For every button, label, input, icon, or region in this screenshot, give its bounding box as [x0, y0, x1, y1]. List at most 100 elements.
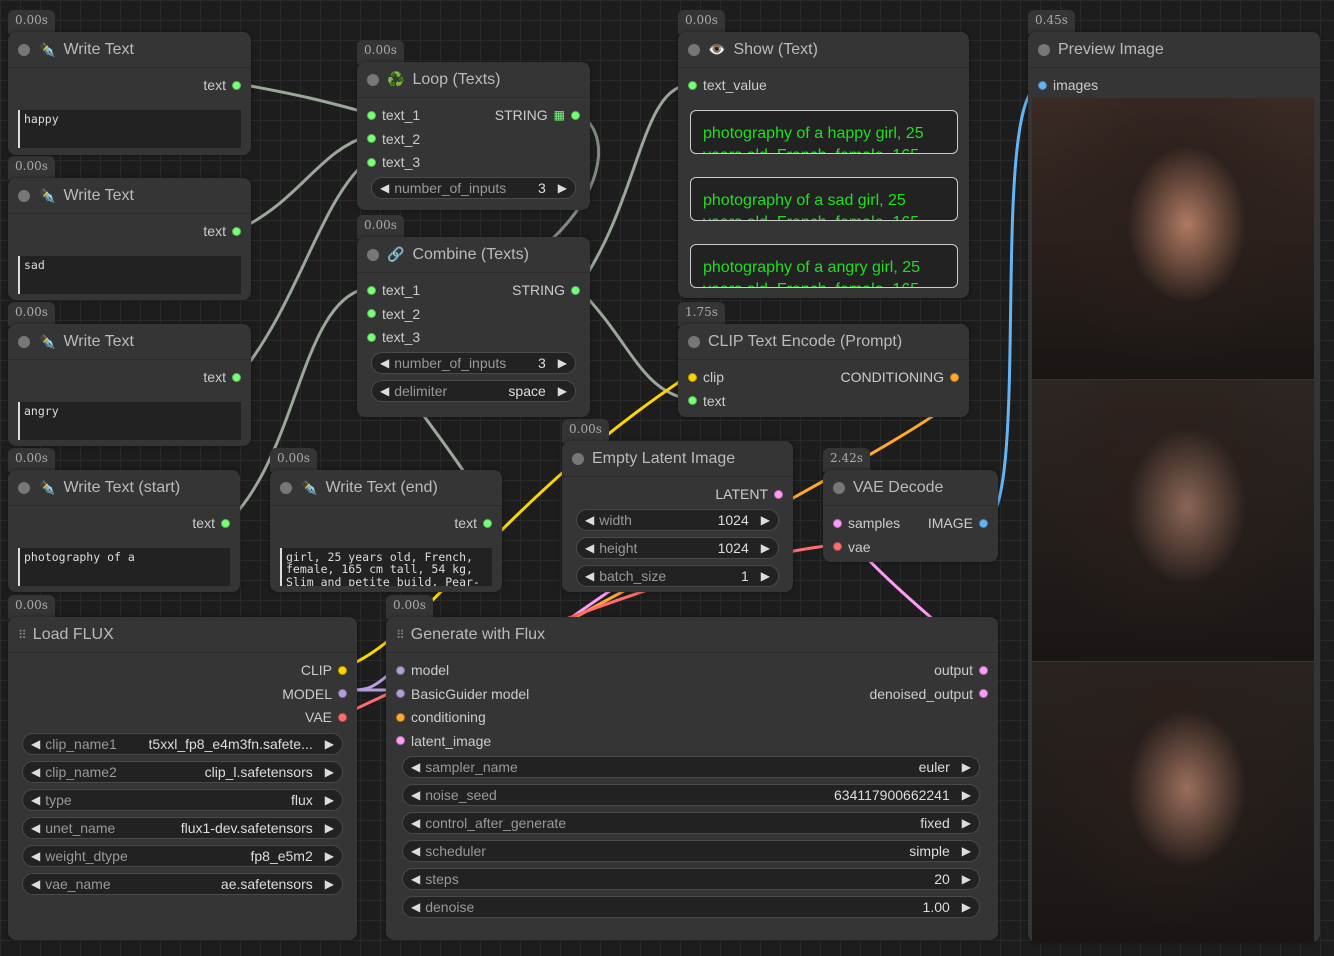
- output-dot[interactable]: [221, 518, 230, 528]
- generated-image[interactable]: [1032, 662, 1314, 943]
- decrement-arrow-icon[interactable]: ◀: [31, 736, 41, 751]
- output-slot-clip[interactable]: CLIP: [301, 662, 347, 678]
- collapse-toggle[interactable]: [18, 335, 30, 348]
- collapse-toggle[interactable]: [367, 248, 379, 261]
- output-text-box[interactable]: photography of a sad girl, 25 years old, …: [690, 176, 958, 221]
- decrement-arrow-icon[interactable]: ◀: [380, 180, 390, 195]
- node-title-bar[interactable]: ✒️ Write Text (start): [8, 470, 240, 506]
- increment-arrow-icon[interactable]: ▶: [324, 792, 334, 807]
- output-slot-text[interactable]: text: [203, 77, 241, 93]
- output-slot-conditioning[interactable]: CONDITIONING: [841, 369, 959, 385]
- node-title-bar[interactable]: VAE Decode: [823, 470, 998, 506]
- widget-sampler-name[interactable]: ◀ sampler_name euler ▶: [402, 756, 980, 778]
- collapse-toggle[interactable]: [367, 73, 379, 86]
- decrement-arrow-icon[interactable]: ◀: [380, 383, 390, 398]
- output-slot-text[interactable]: text: [192, 515, 230, 531]
- output-dot[interactable]: [774, 489, 783, 499]
- output-slot-string[interactable]: STRING ▦: [495, 107, 580, 123]
- node-title-bar[interactable]: ♻️ Loop (Texts): [357, 62, 590, 98]
- node-write-text-1[interactable]: ✒️ Write Text text happy: [8, 32, 251, 155]
- output-dot[interactable]: [338, 689, 347, 698]
- output-slot-vae[interactable]: VAE: [305, 709, 347, 725]
- node-title-bar[interactable]: 🔗 Combine (Texts): [357, 237, 590, 273]
- input-slot-samples[interactable]: samples: [833, 515, 900, 531]
- output-slot-text[interactable]: text: [454, 515, 492, 531]
- decrement-arrow-icon[interactable]: ◀: [380, 355, 390, 370]
- output-dot[interactable]: [338, 665, 347, 675]
- increment-arrow-icon[interactable]: ▶: [557, 355, 567, 370]
- node-generate-flux[interactable]: ⠿ Generate with Flux model output BasicGuide…: [386, 617, 998, 940]
- decrement-arrow-icon[interactable]: ◀: [411, 900, 421, 914]
- input-slot-basicguider-model[interactable]: BasicGuider model: [396, 686, 529, 702]
- input-slot-text_value[interactable]: text_value: [688, 77, 767, 93]
- input-slot-clip[interactable]: clip: [688, 369, 724, 385]
- text-input-area[interactable]: angry: [18, 401, 241, 440]
- generated-image[interactable]: [1032, 380, 1314, 661]
- widget-number-of-inputs[interactable]: ◀ number_of_inputs 3 ▶: [371, 176, 576, 199]
- input-dot[interactable]: [396, 736, 405, 745]
- node-title-bar[interactable]: ✒️ Write Text (end): [270, 470, 502, 506]
- increment-arrow-icon[interactable]: ▶: [557, 383, 567, 398]
- input-slot-text[interactable]: text: [688, 393, 726, 409]
- widget-clip-name1[interactable]: ◀ clip_name1 t5xxl_fp8_e4m3fn.safete... ▶: [22, 732, 343, 755]
- node-clip-text-encode[interactable]: CLIP Text Encode (Prompt) clip CONDITIONIN…: [678, 324, 969, 417]
- increment-arrow-icon[interactable]: ▶: [760, 568, 770, 583]
- input-slot-latent_image[interactable]: latent_image: [396, 733, 491, 749]
- text-input-area[interactable]: happy: [18, 109, 241, 148]
- widget-weight-dtype[interactable]: ◀ weight_dtype fp8_e5m2 ▶: [22, 844, 343, 867]
- decrement-arrow-icon[interactable]: ◀: [31, 764, 41, 779]
- text-input-area[interactable]: sad: [18, 255, 241, 294]
- input-dot[interactable]: [367, 110, 376, 120]
- decrement-arrow-icon[interactable]: ◀: [411, 816, 421, 830]
- collapse-toggle[interactable]: [280, 481, 292, 494]
- decrement-arrow-icon[interactable]: ◀: [31, 820, 41, 835]
- node-write-text-start[interactable]: ✒️ Write Text (start) text photography of a: [8, 470, 240, 592]
- output-slot-denoised_output[interactable]: denoised_output: [869, 686, 988, 702]
- widget-unet-name[interactable]: ◀ unet_name flux1-dev.safetensors ▶: [22, 816, 343, 839]
- node-title-bar[interactable]: ✒️ Write Text: [8, 324, 251, 360]
- decrement-arrow-icon[interactable]: ◀: [31, 792, 41, 807]
- node-empty-latent[interactable]: Empty Latent Image LATENT ◀ width 1024 ▶ ◀ heig…: [562, 441, 793, 592]
- widget-steps[interactable]: ◀ steps 20 ▶: [402, 868, 980, 890]
- output-dot[interactable]: [483, 518, 492, 528]
- node-title-bar[interactable]: ⠿ Load FLUX: [8, 617, 357, 653]
- widget-denoise[interactable]: ◀ denoise 1.00 ▶: [402, 896, 980, 918]
- node-title-bar[interactable]: Preview Image: [1028, 32, 1320, 68]
- node-combine-texts[interactable]: 🔗 Combine (Texts) text_1 STRING text_2 text_3…: [357, 237, 590, 417]
- input-slot-text_3[interactable]: text_3: [367, 329, 420, 345]
- decrement-arrow-icon[interactable]: ◀: [585, 568, 595, 583]
- increment-arrow-icon[interactable]: ▶: [324, 764, 334, 779]
- output-slot-text[interactable]: text: [203, 369, 241, 385]
- increment-arrow-icon[interactable]: ▶: [961, 760, 971, 774]
- decrement-arrow-icon[interactable]: ◀: [411, 788, 421, 802]
- widget-vae-name[interactable]: ◀ vae_name ae.safetensors ▶: [22, 872, 343, 895]
- increment-arrow-icon[interactable]: ▶: [961, 816, 971, 830]
- input-dot[interactable]: [688, 396, 697, 405]
- node-title-bar[interactable]: ✒️ Write Text: [8, 32, 251, 68]
- output-dot[interactable]: [571, 110, 580, 120]
- output-dot[interactable]: [979, 665, 988, 675]
- input-dot[interactable]: [396, 665, 405, 675]
- node-title-bar[interactable]: 👁️ Show (Text): [678, 32, 969, 68]
- increment-arrow-icon[interactable]: ▶: [324, 876, 334, 891]
- text-input-area[interactable]: photography of a: [18, 547, 230, 586]
- increment-arrow-icon[interactable]: ▶: [961, 844, 971, 858]
- collapse-toggle[interactable]: [688, 43, 700, 56]
- node-loop-texts[interactable]: ♻️ Loop (Texts) text_1 STRING ▦ text_2 text_3 ◀…: [357, 62, 590, 210]
- decrement-arrow-icon[interactable]: ◀: [411, 872, 421, 886]
- node-title-bar[interactable]: ⠿ Generate with Flux: [386, 617, 998, 653]
- input-slot-text_1[interactable]: text_1: [367, 107, 420, 123]
- node-write-text-2[interactable]: ✒️ Write Text text sad: [8, 178, 251, 300]
- output-slot-output[interactable]: output: [934, 662, 988, 678]
- input-slot-text_1[interactable]: text_1: [367, 282, 420, 298]
- input-dot[interactable]: [1038, 80, 1047, 90]
- decrement-arrow-icon[interactable]: ◀: [411, 844, 421, 858]
- widget-type[interactable]: ◀ type flux ▶: [22, 788, 343, 811]
- increment-arrow-icon[interactable]: ▶: [760, 540, 770, 555]
- input-slot-conditioning[interactable]: conditioning: [396, 709, 486, 725]
- node-write-text-end[interactable]: ✒️ Write Text (end) text girl, 25 years old…: [270, 470, 502, 592]
- node-preview-image[interactable]: Preview Image images: [1028, 32, 1320, 943]
- collapse-toggle[interactable]: [18, 43, 30, 56]
- decrement-arrow-icon[interactable]: ◀: [31, 876, 41, 891]
- text-input-area[interactable]: girl, 25 years old, French, female, 165 …: [280, 547, 492, 586]
